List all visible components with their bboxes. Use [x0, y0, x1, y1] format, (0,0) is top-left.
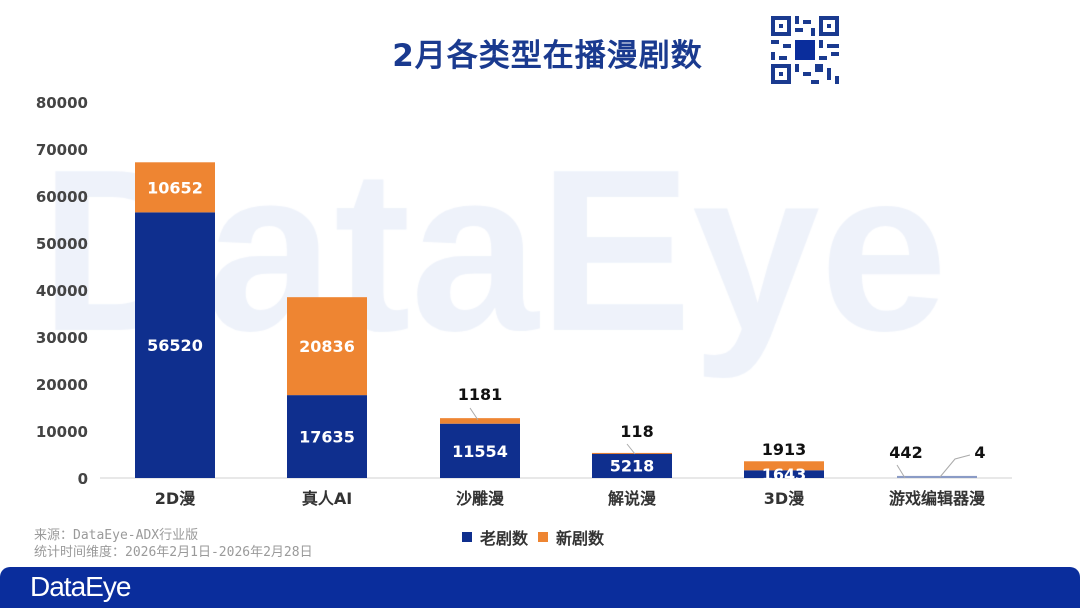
data-label: 1181 [458, 385, 503, 404]
x-tick-label: 沙雕漫 [456, 489, 504, 508]
legend-swatch-old [462, 532, 472, 542]
chart-title: 2月各类型在播漫剧数 [392, 38, 703, 74]
data-label: 442 [889, 443, 922, 462]
y-tick-label: 30000 [36, 329, 88, 347]
data-label: 4 [974, 443, 985, 462]
bar-new [744, 461, 824, 471]
legend: 老剧数 新剧数 [462, 525, 604, 549]
data-label: 56520 [147, 336, 203, 355]
bar-old [744, 470, 824, 478]
y-tick-label: 60000 [36, 188, 88, 206]
leader-line [896, 464, 906, 479]
source-note: 来源：DataEye-ADX行业版 统计时间维度：2026年2月1日-2026年… [34, 527, 313, 561]
data-label: 20836 [299, 337, 355, 356]
qr-code [771, 16, 839, 84]
legend-label-old: 老剧数 [480, 529, 529, 548]
bar-chart: 0 10000 20000 30000 40000 50000 60000 70000 8000… [36, 94, 1012, 508]
data-label: 1643 [762, 465, 807, 484]
x-tick-label: 解说漫 [608, 489, 656, 508]
footer-bar: DataEye [0, 567, 1080, 608]
legend-swatch-new [538, 532, 549, 542]
leader-line [469, 407, 479, 421]
legend-label-new: 新剧数 [556, 529, 605, 548]
x-tick-label: 游戏编辑器漫 [889, 489, 985, 508]
data-label: 118 [620, 422, 653, 441]
x-tick-label: 2D漫 [155, 489, 195, 508]
data-label: 5218 [610, 457, 655, 476]
dataeye-logo: DataEye [30, 571, 131, 602]
date-range-line: 统计时间维度：2026年2月1日-2026年2月28日 [34, 545, 313, 560]
data-label: 1913 [762, 440, 807, 459]
data-label: 17635 [299, 428, 355, 447]
leader-line [626, 443, 636, 455]
y-tick-label: 20000 [36, 376, 88, 394]
x-tick-label: 3D漫 [764, 489, 804, 508]
y-tick-label: 70000 [36, 141, 88, 159]
y-tick-label: 40000 [36, 282, 88, 300]
bar-old [135, 212, 215, 478]
leader-line [939, 454, 971, 478]
source-line: 来源：DataEye-ADX行业版 [34, 528, 199, 543]
bar-new [440, 418, 520, 424]
y-tick-label: 10000 [36, 423, 88, 441]
data-label: 11554 [452, 442, 508, 461]
bar-new [592, 452, 672, 454]
bar-old [287, 395, 367, 478]
y-tick-label: 50000 [36, 235, 88, 253]
y-tick-label: 80000 [36, 94, 88, 112]
bar-new [135, 162, 215, 213]
data-label: 10652 [147, 178, 203, 197]
bar-old [592, 453, 672, 478]
bar-old [440, 423, 520, 478]
y-tick-label: 0 [78, 470, 88, 488]
x-tick-label: 真人AI [302, 489, 352, 508]
bar-old [897, 475, 977, 478]
bar-new [287, 297, 367, 396]
